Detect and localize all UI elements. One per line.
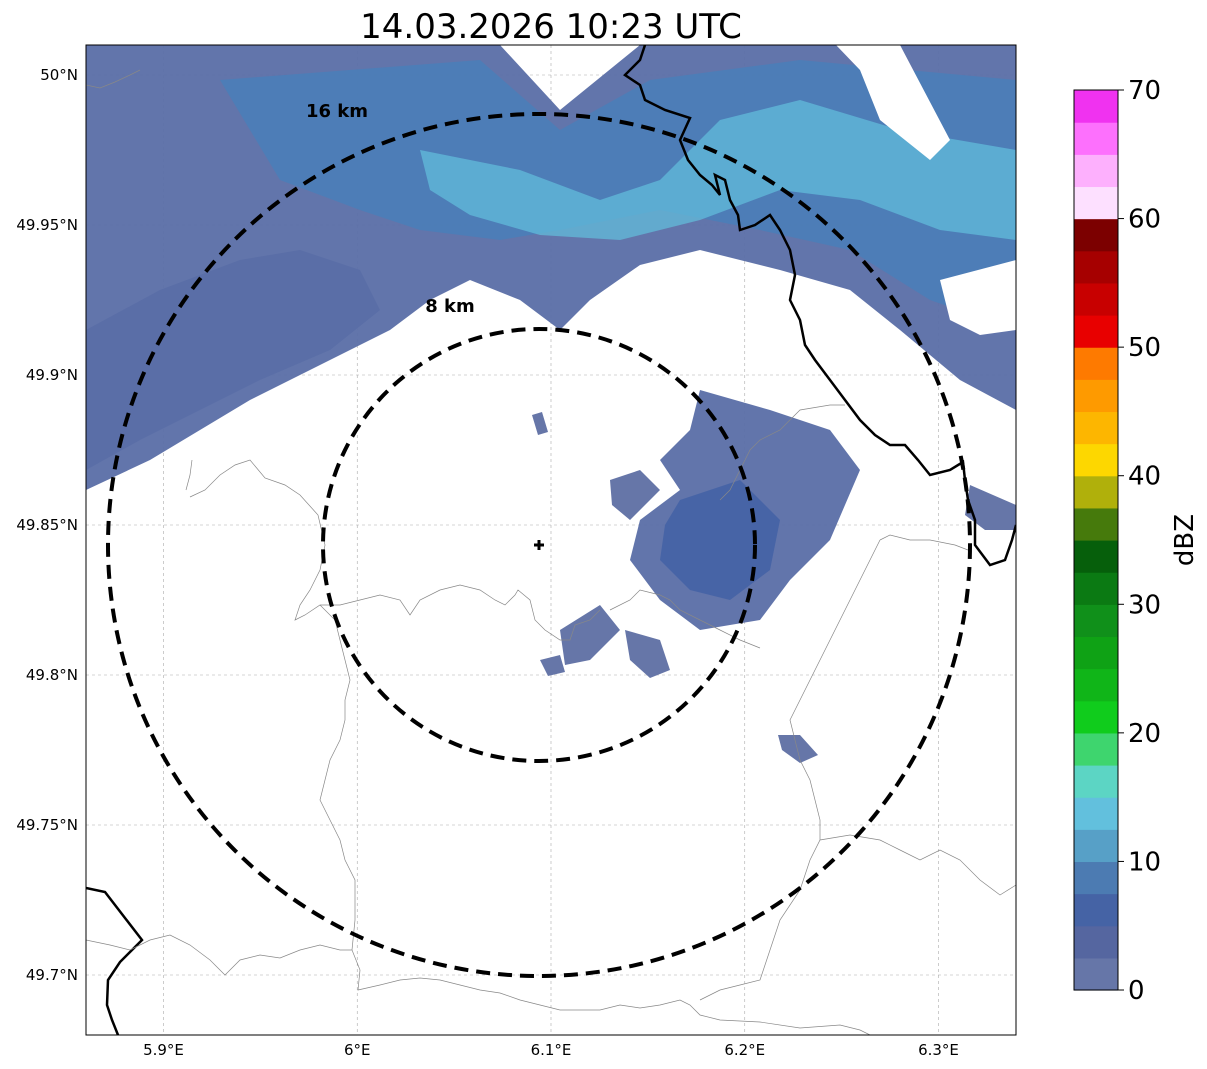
- colorbar-swatch: [1074, 250, 1118, 284]
- colorbar-tick-label: 40: [1128, 462, 1161, 492]
- country-borders: [86, 45, 1016, 1035]
- colorbar-swatch: [1074, 411, 1118, 445]
- chart-title: 14.03.2026 10:23 UTC: [360, 7, 742, 47]
- colorbar-swatch: [1074, 90, 1118, 123]
- y-tick-label: 49.85°N: [16, 516, 78, 534]
- map-frame: [85, 44, 1017, 1036]
- reflectivity-echoes: [86, 45, 1016, 763]
- y-tick-label: 50°N: [40, 66, 78, 84]
- colorbar-swatch: [1074, 893, 1118, 927]
- range-ring-16km: [106, 112, 972, 978]
- colorbar-tick-label: 10: [1128, 847, 1161, 877]
- echo-arm-west: [86, 250, 380, 470]
- colorbar-swatch: [1074, 572, 1118, 605]
- range-ring-8km: [321, 327, 757, 763]
- x-tick-label: 6.2°E: [724, 1041, 765, 1059]
- colorbar-swatch: [1074, 443, 1118, 477]
- colorbar-ticks: 0 10 20 30 40 50 60 70: [1118, 76, 1161, 1006]
- colorbar-swatch: [1074, 765, 1118, 798]
- colorbar-frame: [1073, 89, 1119, 991]
- echo-gap-east: [940, 260, 1016, 335]
- x-tick-label: 6.1°E: [531, 1041, 572, 1059]
- border-thin-regions: [86, 69, 1016, 1035]
- colorbar-swatches: [1074, 90, 1118, 991]
- colorbar-tick-label: 30: [1128, 590, 1161, 620]
- colorbar-swatch: [1074, 829, 1118, 863]
- colorbar-tick-label: 70: [1128, 76, 1161, 106]
- colorbar-tick-label: 20: [1128, 719, 1161, 749]
- ring-label-16km: 16 km: [306, 101, 368, 122]
- colorbar-swatch: [1074, 604, 1118, 638]
- colorbar-swatch: [1074, 861, 1118, 895]
- colorbar-swatch: [1074, 315, 1118, 348]
- colorbar-tick-label: 50: [1128, 333, 1161, 363]
- colorbar-swatch: [1074, 668, 1118, 702]
- colorbar-swatch: [1074, 379, 1118, 413]
- map-panel: 8 km 16 km 5.9°E 6°E 6.1°E 6.2°E 6.3°E 50°N 4…: [16, 44, 1017, 1059]
- colorbar-swatch: [1074, 507, 1118, 541]
- colorbar-label: dBZ: [1170, 514, 1200, 566]
- x-axis-ticks: 5.9°E 6°E 6.1°E 6.2°E 6.3°E: [143, 1041, 959, 1059]
- y-tick-label: 49.8°N: [26, 666, 78, 684]
- y-tick-label: 49.9°N: [26, 366, 78, 384]
- echo-cell-southeast-core: [660, 480, 780, 600]
- colorbar-tick-label: 60: [1128, 205, 1161, 235]
- y-axis-ticks: 50°N 49.95°N 49.9°N 49.85°N 49.8°N 49.75°N 49.…: [16, 66, 78, 984]
- radar-site-marker: [534, 540, 544, 550]
- colorbar-tick-label: 0: [1128, 976, 1145, 1006]
- colorbar-swatch: [1074, 636, 1118, 670]
- colorbar-swatch: [1074, 732, 1118, 766]
- border-thick-southwest: [86, 886, 144, 1035]
- colorbar-swatch: [1074, 957, 1118, 991]
- colorbar-swatch: [1074, 186, 1118, 220]
- x-tick-label: 6.3°E: [918, 1041, 959, 1059]
- ring-label-8km: 8 km: [425, 296, 475, 317]
- y-tick-label: 49.75°N: [16, 816, 78, 834]
- colorbar-swatch: [1074, 218, 1118, 252]
- colorbar-swatch: [1074, 282, 1118, 316]
- colorbar-swatch: [1074, 347, 1118, 380]
- x-tick-label: 6°E: [344, 1041, 371, 1059]
- echo-band-north-cyan: [420, 100, 1016, 240]
- colorbar-swatch: [1074, 540, 1118, 573]
- echo-gap: [836, 45, 950, 160]
- colorbar-swatch: [1074, 797, 1118, 830]
- echo-fragments: [532, 412, 1016, 763]
- colorbar: 0 10 20 30 40 50 60 70 dBZ: [1073, 76, 1200, 1006]
- colorbar-swatch: [1074, 925, 1118, 959]
- colorbar-swatch: [1074, 154, 1118, 188]
- x-tick-label: 5.9°E: [143, 1041, 184, 1059]
- y-tick-label: 49.95°N: [16, 216, 78, 234]
- border-thick-east: [623, 45, 1016, 567]
- y-tick-label: 49.7°N: [26, 966, 78, 984]
- colorbar-swatch: [1074, 475, 1118, 509]
- colorbar-swatch: [1074, 700, 1118, 734]
- range-rings: [106, 112, 972, 978]
- colorbar-swatch: [1074, 122, 1118, 155]
